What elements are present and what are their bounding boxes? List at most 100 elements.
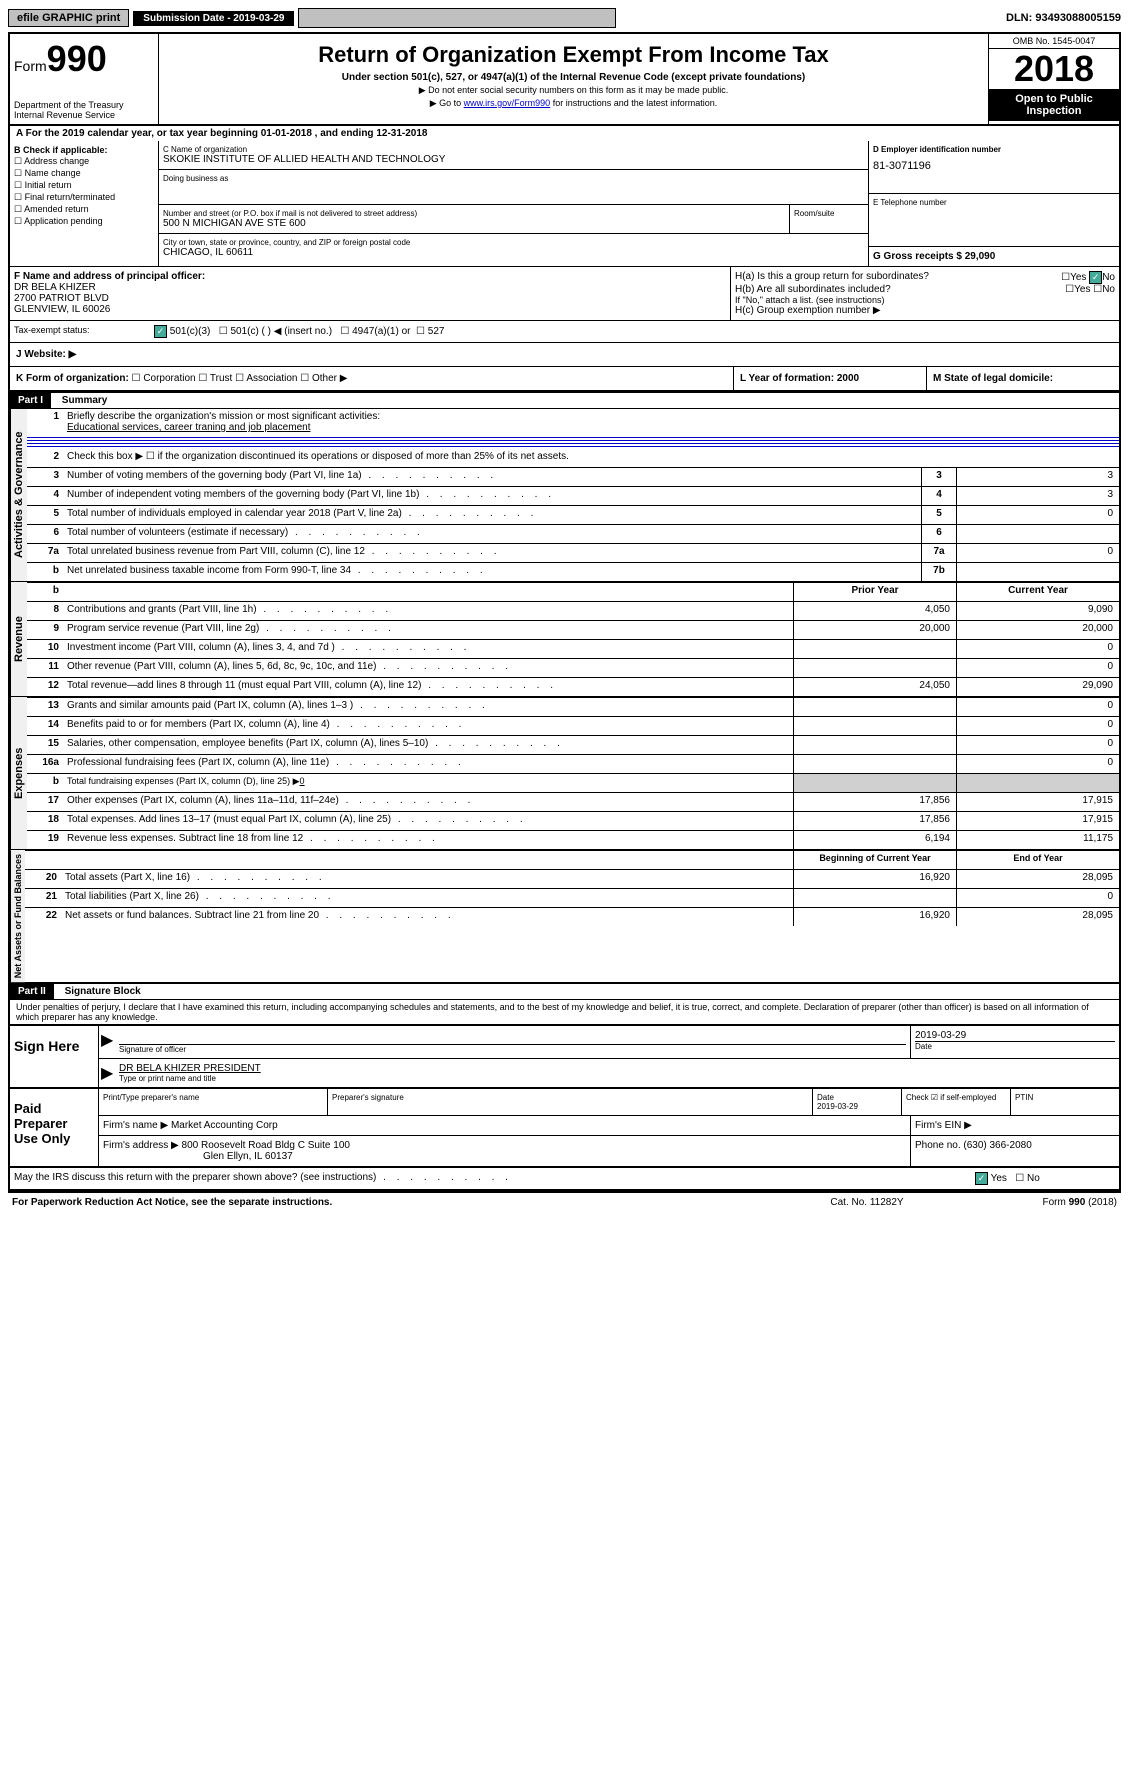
line-18: 18Total expenses. Add lines 13–17 (must … — [27, 811, 1119, 830]
chk-amended[interactable]: ☐ Amended return — [14, 204, 154, 215]
irs-link[interactable]: www.irs.gov/Form990 — [464, 98, 551, 108]
prep-date-h: Date2019-03-29 — [813, 1089, 902, 1115]
rev-header-num: b — [27, 583, 63, 601]
chk-name[interactable]: ☐ Name change — [14, 168, 154, 179]
line-2-text: Check this box ▶ ☐ if the organization d… — [63, 449, 1119, 467]
line-17: 17Other expenses (Part IX, column (A), l… — [27, 792, 1119, 811]
sig-arrow-1: ▶ — [99, 1026, 115, 1058]
vert-gov: Activities & Governance — [10, 409, 27, 581]
prep-sig-h: Preparer's signature — [328, 1089, 813, 1115]
footer: For Paperwork Reduction Act Notice, see … — [8, 1191, 1121, 1212]
g-label: G Gross receipts $ 29,090 — [873, 251, 1115, 262]
section-bcde: B Check if applicable: ☐ Address change … — [10, 141, 1119, 267]
exp-section: Expenses 13Grants and similar amounts pa… — [10, 697, 1119, 850]
k-label: K Form of organization: — [16, 373, 129, 384]
sig-arrow-2: ▶ — [99, 1059, 115, 1087]
k-assoc: Association — [246, 373, 297, 384]
klm-row: K Form of organization: ☐ Corporation ☐ … — [10, 367, 1119, 391]
k-corp: Corporation — [143, 373, 195, 384]
vert-exp: Expenses — [10, 697, 27, 849]
line-12: 12Total revenue—add lines 8 through 11 (… — [27, 677, 1119, 696]
vert-net: Net Assets or Fund Balances — [10, 850, 25, 982]
form-subtitle: Under section 501(c), 527, or 4947(a)(1)… — [167, 72, 980, 83]
city-value: CHICAGO, IL 60611 — [163, 247, 864, 258]
part1-header-row: Part I Summary — [10, 391, 1119, 409]
j-label: J Website: ▶ — [16, 349, 76, 360]
irs-label: Internal Revenue Service — [14, 110, 154, 120]
firm-addr2: Glen Ellyn, IL 60137 — [203, 1151, 293, 1162]
gov-line-7a: 7aTotal unrelated business revenue from … — [27, 543, 1119, 562]
m-label: M State of legal domicile: — [927, 367, 1119, 390]
omb-number: OMB No. 1545-0047 — [989, 34, 1119, 49]
officer-city: GLENVIEW, IL 60026 — [14, 304, 726, 315]
line-20: 20Total assets (Part X, line 16)16,92028… — [25, 869, 1119, 888]
form-title: Return of Organization Exempt From Incom… — [167, 42, 980, 68]
discuss-text: May the IRS discuss this return with the… — [14, 1172, 975, 1185]
c-name-label: C Name of organization — [163, 145, 864, 154]
efile-btn[interactable]: efile GRAPHIC print — [8, 9, 129, 27]
gov-line-4: 4Number of independent voting members of… — [27, 486, 1119, 505]
firm-addr-label: Firm's address ▶ — [103, 1140, 179, 1151]
header-center: Return of Organization Exempt From Incom… — [159, 34, 988, 124]
prior-year-header: Prior Year — [793, 583, 956, 601]
footer-mid: Cat. No. 11282Y — [767, 1197, 967, 1208]
part1-header: Part I — [10, 393, 51, 408]
part1-title: Summary — [54, 395, 108, 406]
chk-address[interactable]: ☐ Address change — [14, 156, 154, 167]
section-f: F Name and address of principal officer:… — [10, 267, 731, 320]
dln-label: DLN: 93493088005159 — [1006, 12, 1121, 24]
top-bar: efile GRAPHIC print Submission Date - 20… — [8, 8, 1121, 28]
chk-final[interactable]: ☐ Final return/terminated — [14, 192, 154, 203]
line-21: 21Total liabilities (Part X, line 26)0 — [25, 888, 1119, 907]
header-row: Form990 Department of the Treasury Inter… — [10, 34, 1119, 126]
line-16a: 16aProfessional fundraising fees (Part I… — [27, 754, 1119, 773]
hb-yesno: ☐Yes ☐No — [1065, 284, 1115, 295]
part2-title: Signature Block — [57, 986, 141, 997]
gov-line-5: 5Total number of individuals employed in… — [27, 505, 1119, 524]
street-address: 500 N MICHIGAN AVE STE 600 — [163, 218, 785, 229]
l-label: L Year of formation: 2000 — [734, 367, 927, 390]
hb-text: H(b) Are all subordinates included? — [735, 284, 891, 295]
discuss-row: May the IRS discuss this return with the… — [10, 1166, 1119, 1189]
net-section: Net Assets or Fund Balances Beginning of… — [10, 850, 1119, 982]
dba-label: Doing business as — [163, 174, 864, 183]
gov-section: Activities & Governance 1 Briefly descri… — [10, 409, 1119, 582]
chk-pending[interactable]: ☐ Application pending — [14, 216, 154, 227]
opt-527: 527 — [428, 326, 445, 337]
gov-body: 1 Briefly describe the organization's mi… — [27, 409, 1119, 581]
discuss-yes-chk[interactable] — [975, 1172, 988, 1185]
sig-date: 2019-03-29 — [915, 1030, 1115, 1041]
fhi-row: F Name and address of principal officer:… — [10, 267, 1119, 321]
rev-section: Revenue b Prior Year Current Year 8Contr… — [10, 582, 1119, 697]
note2-pre: ▶ Go to — [430, 98, 464, 108]
line-8: 8Contributions and grants (Part VIII, li… — [27, 601, 1119, 620]
form-container: Form990 Department of the Treasury Inter… — [8, 32, 1121, 1191]
vert-rev: Revenue — [10, 582, 27, 696]
addr-label: Number and street (or P.O. box if mail i… — [163, 209, 785, 218]
note-link: ▶ Go to www.irs.gov/Form990 for instruct… — [167, 98, 980, 109]
chk-501c3[interactable] — [154, 325, 167, 338]
d-label: D Employer identification number — [873, 145, 1115, 154]
col-c: C Name of organization SKOKIE INSTITUTE … — [159, 141, 1119, 266]
k-section: K Form of organization: ☐ Corporation ☐ … — [10, 367, 734, 390]
line-1-num: 1 — [27, 409, 63, 435]
footer-right: Form 990 (2018) — [967, 1197, 1117, 1208]
current-year-header: Current Year — [956, 583, 1119, 601]
chk-initial[interactable]: ☐ Initial return — [14, 180, 154, 191]
opt-501c3: 501(c)(3) — [170, 326, 211, 337]
line-22: 22Net assets or fund balances. Subtract … — [25, 907, 1119, 926]
b-label: B Check if applicable: — [14, 145, 154, 155]
form-label: Form — [14, 58, 47, 74]
line-9: 9Program service revenue (Part VIII, lin… — [27, 620, 1119, 639]
k-trust: Trust — [210, 373, 232, 384]
net-body: Beginning of Current Year End of Year 20… — [25, 850, 1119, 982]
city-label: City or town, state or province, country… — [163, 238, 864, 247]
gov-line-b: bNet unrelated business taxable income f… — [27, 562, 1119, 581]
firm-addr1: 800 Roosevelt Road Bldg C Suite 100 — [182, 1140, 350, 1151]
submission-date: Submission Date - 2019-03-29 — [133, 11, 294, 26]
line-15: 15Salaries, other compensation, employee… — [27, 735, 1119, 754]
paid-label: Paid Preparer Use Only — [10, 1089, 99, 1166]
net-header-spacer — [25, 851, 61, 869]
part2-header: Part II — [10, 984, 54, 999]
discuss-yesno: Yes ☐ No — [975, 1172, 1115, 1185]
